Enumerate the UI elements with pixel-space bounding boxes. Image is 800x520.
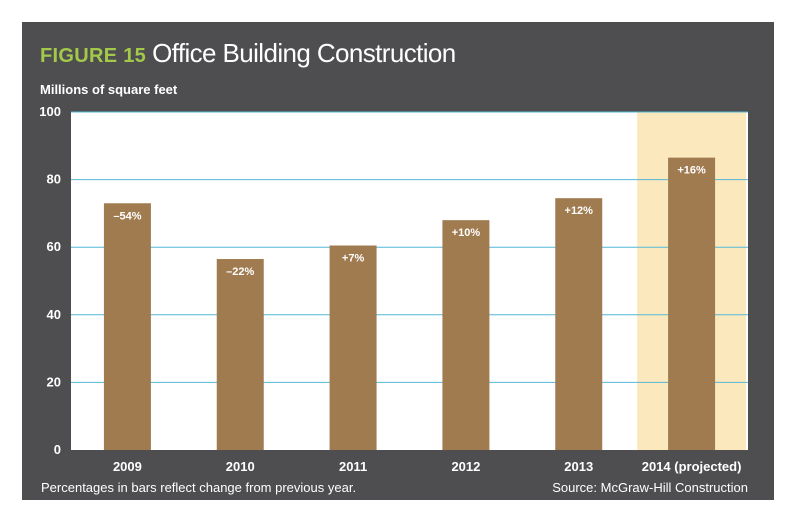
source-note: Source: McGraw-Hill Construction	[552, 480, 748, 495]
y-axis-label: Millions of square feet	[40, 82, 178, 97]
y-tick-label: 80	[47, 172, 61, 187]
x-tick-label: 2009	[113, 459, 142, 474]
figure-name: Office Building Construction	[152, 38, 456, 68]
x-tick-label: 2011	[339, 459, 367, 474]
bar	[329, 245, 377, 450]
y-tick-label: 40	[47, 307, 61, 322]
y-tick-label: 100	[39, 104, 61, 119]
data-label: +16%	[677, 165, 706, 177]
footnote: Percentages in bars reflect change from …	[41, 480, 357, 495]
data-label: +12%	[565, 205, 594, 217]
y-tick-label: 20	[47, 374, 61, 389]
bar	[103, 203, 151, 450]
bar	[442, 220, 490, 450]
chart-panel: FIGURE 15 Office Building Construction Mi…	[22, 22, 774, 500]
bar-chart: 0 20 40 60 80 100 –54% 2009 –22% 2010 +7% 2011 +10% 2…	[39, 104, 748, 474]
data-label: +10%	[452, 227, 481, 239]
x-tick-label: 2010	[226, 459, 255, 474]
x-tick-label: 2013	[564, 459, 593, 474]
bar	[216, 259, 264, 450]
bar	[668, 157, 716, 450]
plot-area	[71, 112, 748, 450]
bar	[555, 198, 603, 450]
figure-title: FIGURE 15 Office Building Construction	[40, 38, 456, 69]
data-label: +7%	[342, 253, 365, 265]
data-label: –54%	[113, 210, 141, 222]
y-tick-label: 0	[54, 442, 61, 457]
y-tick-label: 60	[47, 239, 61, 254]
x-tick-label: 2014 (projected)	[642, 459, 742, 474]
figure-label: FIGURE 15	[40, 45, 147, 67]
data-label: –22%	[226, 266, 254, 278]
x-tick-label: 2012	[451, 459, 480, 474]
